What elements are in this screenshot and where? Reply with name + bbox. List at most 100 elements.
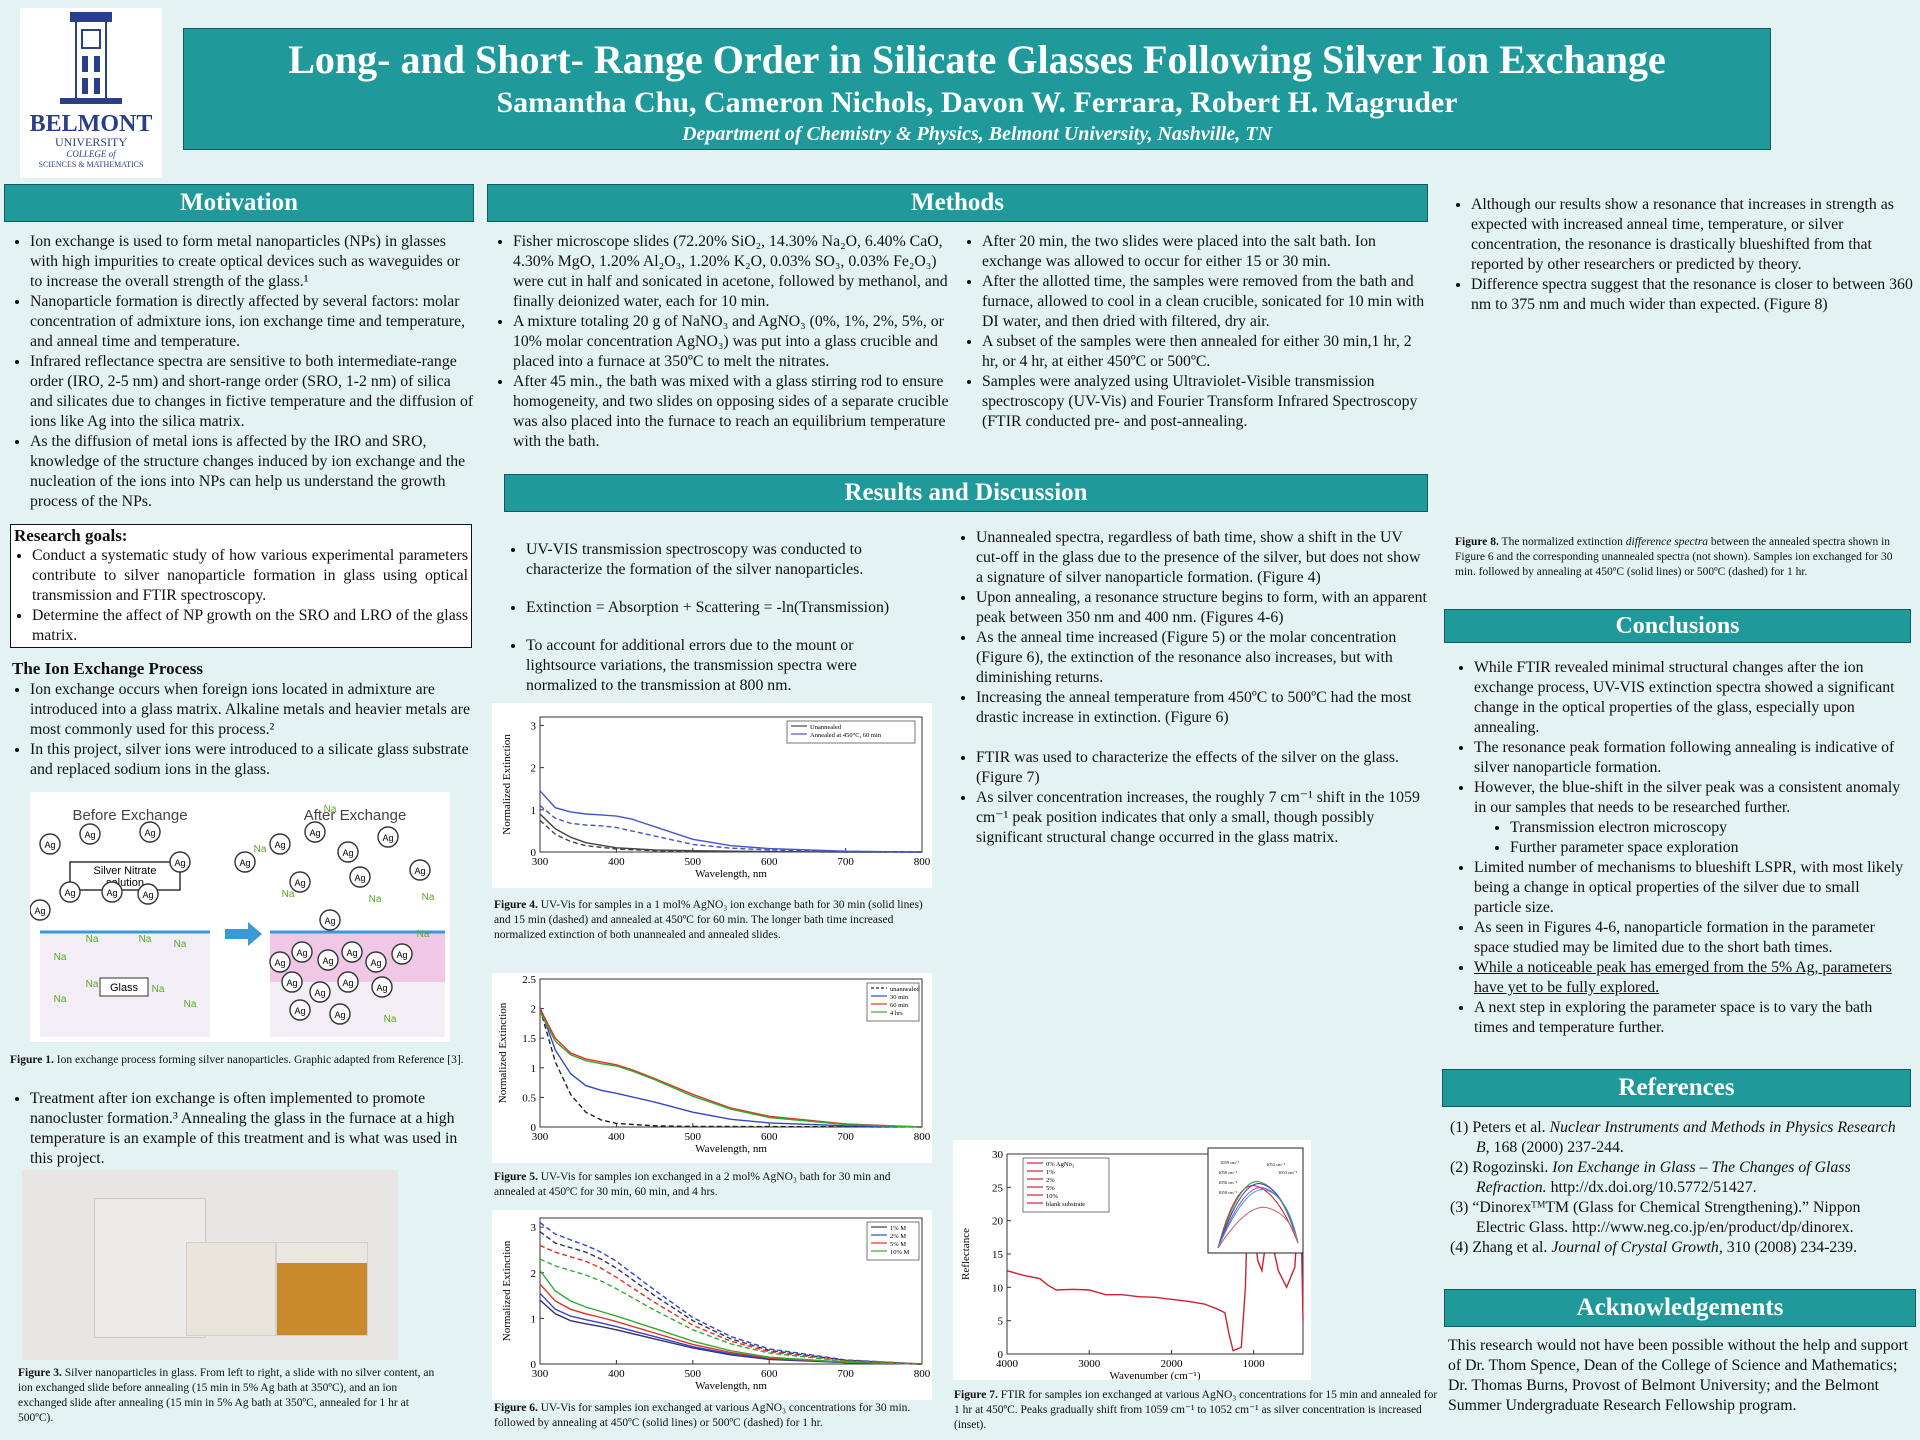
figure-5-chart: 300 400 500 600 700 800 0 0.5 1 1.5 2 2.5 Wavelength… bbox=[492, 973, 932, 1163]
x-tick-label: 2000 bbox=[1160, 1358, 1183, 1370]
list-item: As the diffusion of metal ions is affect… bbox=[30, 432, 474, 512]
list-item: A next step in exploring the parameter s… bbox=[1474, 998, 1908, 1038]
na-ion-icon: Na bbox=[54, 994, 67, 1005]
list-item: Further parameter space exploration bbox=[1510, 838, 1908, 858]
legend-label: 1% bbox=[1046, 1169, 1055, 1176]
ag-ion-icon: Ag bbox=[349, 866, 371, 888]
ag-label: Ag bbox=[324, 916, 335, 926]
figure-8-caption: Figure 8. The normalized extinction diff… bbox=[1455, 535, 1910, 580]
series-line bbox=[539, 1231, 923, 1365]
legend-label: 5% M bbox=[890, 1241, 906, 1248]
x-tick-label: 300 bbox=[532, 1368, 549, 1380]
right-discussion-list: Although our results show a resonance th… bbox=[1445, 195, 1915, 315]
list-item: FTIR was used to characterize the effect… bbox=[976, 748, 1430, 788]
series-line bbox=[1006, 1161, 1304, 1352]
x-tick-label: 600 bbox=[761, 856, 778, 868]
legend-label: Unannealed bbox=[810, 724, 842, 731]
figure-3-caption: Figure 3. Silver nanoparticles in glass.… bbox=[18, 1366, 440, 1426]
ag-ion-icon: Ag bbox=[377, 826, 399, 848]
y-tick-label: 3 bbox=[531, 1222, 537, 1234]
x-tick-label: 800 bbox=[914, 1368, 931, 1380]
ag-ion-icon: Ag bbox=[289, 999, 311, 1021]
na-ion-icon: Na bbox=[384, 1014, 397, 1025]
ag-ion-icon: Ag bbox=[317, 949, 339, 971]
ag-label: Ag bbox=[396, 950, 407, 960]
slide-annealed bbox=[276, 1242, 368, 1336]
y-tick-label: 15 bbox=[992, 1249, 1004, 1261]
ion-exchange-list: Ion exchange occurs when foreign ions lo… bbox=[4, 680, 474, 780]
y-tick-label: 3 bbox=[531, 720, 537, 732]
ag-ion-icon: Ag bbox=[329, 1003, 351, 1025]
na-ion-icon: Na bbox=[282, 889, 295, 900]
ion-exchange-title: The Ion Exchange Process bbox=[12, 659, 203, 678]
na-ion-icon: Na bbox=[254, 844, 267, 855]
methods-list-1: Fisher microscope slides (72.20% SiO₂, 1… bbox=[487, 232, 957, 452]
ag-label: Ag bbox=[414, 866, 425, 876]
ag-label: Ag bbox=[34, 906, 45, 916]
y-tick-label: 25 bbox=[992, 1182, 1004, 1194]
list-item: Extinction = Absorption + Scattering = -… bbox=[526, 598, 920, 618]
x-tick-label: 800 bbox=[914, 856, 931, 868]
list-item: While a noticeable peak has emerged from… bbox=[1474, 958, 1908, 998]
figure-7-caption: Figure 7. FTIR for samples ion exchanged… bbox=[954, 1388, 1444, 1433]
caption-label: Figure 7. bbox=[954, 1389, 998, 1401]
x-tick-label: 1000 bbox=[1243, 1358, 1266, 1370]
x-axis-label: Wavelength, nm bbox=[695, 868, 767, 880]
arrow-right-icon bbox=[225, 922, 262, 946]
ag-ions: Ag Ag Ag Ag Ag Ag Ag Ag Ag Ag Ag Ag Ag Ag Ag Ag Ag Ag Ag Ag… bbox=[29, 821, 431, 1025]
inset-line bbox=[1217, 1181, 1299, 1249]
ag-ion-icon: Ag bbox=[341, 941, 363, 963]
reference-4: (4) Zhang et al. Journal of Crystal Grow… bbox=[1450, 1238, 1910, 1258]
x-tick-label: 700 bbox=[837, 1131, 854, 1143]
list-item: After the allotted time, the samples wer… bbox=[982, 272, 1426, 332]
conclusions-list-2: Limited number of mechanisms to blueshif… bbox=[1448, 858, 1908, 1038]
caption-text: UV-Vis for samples ion exchanged in a 2 … bbox=[494, 1171, 891, 1198]
legend-label: 2% M bbox=[890, 1233, 906, 1240]
figure-4-caption: Figure 4. UV-Vis for samples in a 1 mol%… bbox=[494, 898, 932, 943]
ion-exchange-text: Ion exchange occurs when foreign ions lo… bbox=[4, 680, 474, 780]
list-item: After 20 min, the two slides were placed… bbox=[982, 232, 1426, 272]
na-ion-icon: Na bbox=[86, 979, 99, 990]
series-line bbox=[539, 1283, 923, 1365]
ag-ion-icon: Ag bbox=[337, 971, 359, 993]
list-item: Fisher microscope slides (72.20% SiO₂, 1… bbox=[513, 232, 957, 312]
y-tick-label: 1 bbox=[531, 805, 537, 817]
series-line bbox=[539, 1008, 923, 1128]
list-item: Determine the affect of NP growth on the… bbox=[32, 606, 468, 646]
inset-line bbox=[1217, 1184, 1299, 1249]
results-col-1: UV-VIS transmission spectroscopy was con… bbox=[500, 540, 920, 696]
reference-2: (2) Rogozinski. Ion Exchange in Glass – … bbox=[1450, 1158, 1910, 1198]
x-tick-label: 500 bbox=[685, 1131, 702, 1143]
results-col-2: Unannealed spectra, regardless of bath t… bbox=[950, 528, 1430, 848]
ag-label: Ag bbox=[142, 890, 153, 900]
caption-text: Ion exchange process forming silver nano… bbox=[53, 1054, 464, 1066]
y-tick-label: 0.5 bbox=[522, 1092, 536, 1104]
list-item: A mixture totaling 20 g of NaNO₃ and AgN… bbox=[513, 312, 957, 372]
series-line bbox=[539, 1007, 923, 1128]
logo-wordmark: BELMONT bbox=[29, 111, 153, 137]
results-header: Results and Discussion bbox=[504, 474, 1428, 512]
list-item: Transmission electron microscopy bbox=[1510, 818, 1908, 838]
list-item: Difference spectra suggest that the reso… bbox=[1471, 275, 1915, 315]
list-item: Limited number of mechanisms to blueshif… bbox=[1474, 858, 1908, 918]
tower-icon bbox=[60, 12, 122, 104]
research-goals-list: Conduct a systematic study of how variou… bbox=[14, 546, 468, 646]
methods-col-1: Fisher microscope slides (72.20% SiO₂, 1… bbox=[487, 232, 957, 452]
x-tick-label: 700 bbox=[837, 856, 854, 868]
ag-ion-icon: Ag bbox=[101, 881, 123, 903]
results-list-1: UV-VIS transmission spectroscopy was con… bbox=[500, 540, 920, 696]
y-tick-label: 30 bbox=[992, 1149, 1004, 1161]
reference-text: (1) Peters et al. bbox=[1450, 1119, 1550, 1136]
legend-label: Annealed at 450°C, 60 min bbox=[810, 732, 882, 739]
figure-4-chart: 300 400 500 600 700 800 0 1 2 3 Wavelength, nm Norm… bbox=[492, 703, 932, 888]
series-line bbox=[539, 1008, 923, 1128]
ag-ion-icon: Ag bbox=[309, 981, 331, 1003]
list-item: The resonance peak formation following a… bbox=[1474, 738, 1908, 778]
x-axis-label: Wavelength, nm bbox=[695, 1380, 767, 1392]
caption-label: Figure 8. bbox=[1455, 536, 1499, 548]
na-ion-icon: Na bbox=[54, 952, 67, 963]
legend-label: 30 min bbox=[890, 994, 909, 1001]
ag-label: Ag bbox=[64, 888, 75, 898]
y-tick-label: 0 bbox=[531, 1122, 537, 1134]
poster-authors: Samantha Chu, Cameron Nichols, Davon W. … bbox=[496, 86, 1458, 119]
